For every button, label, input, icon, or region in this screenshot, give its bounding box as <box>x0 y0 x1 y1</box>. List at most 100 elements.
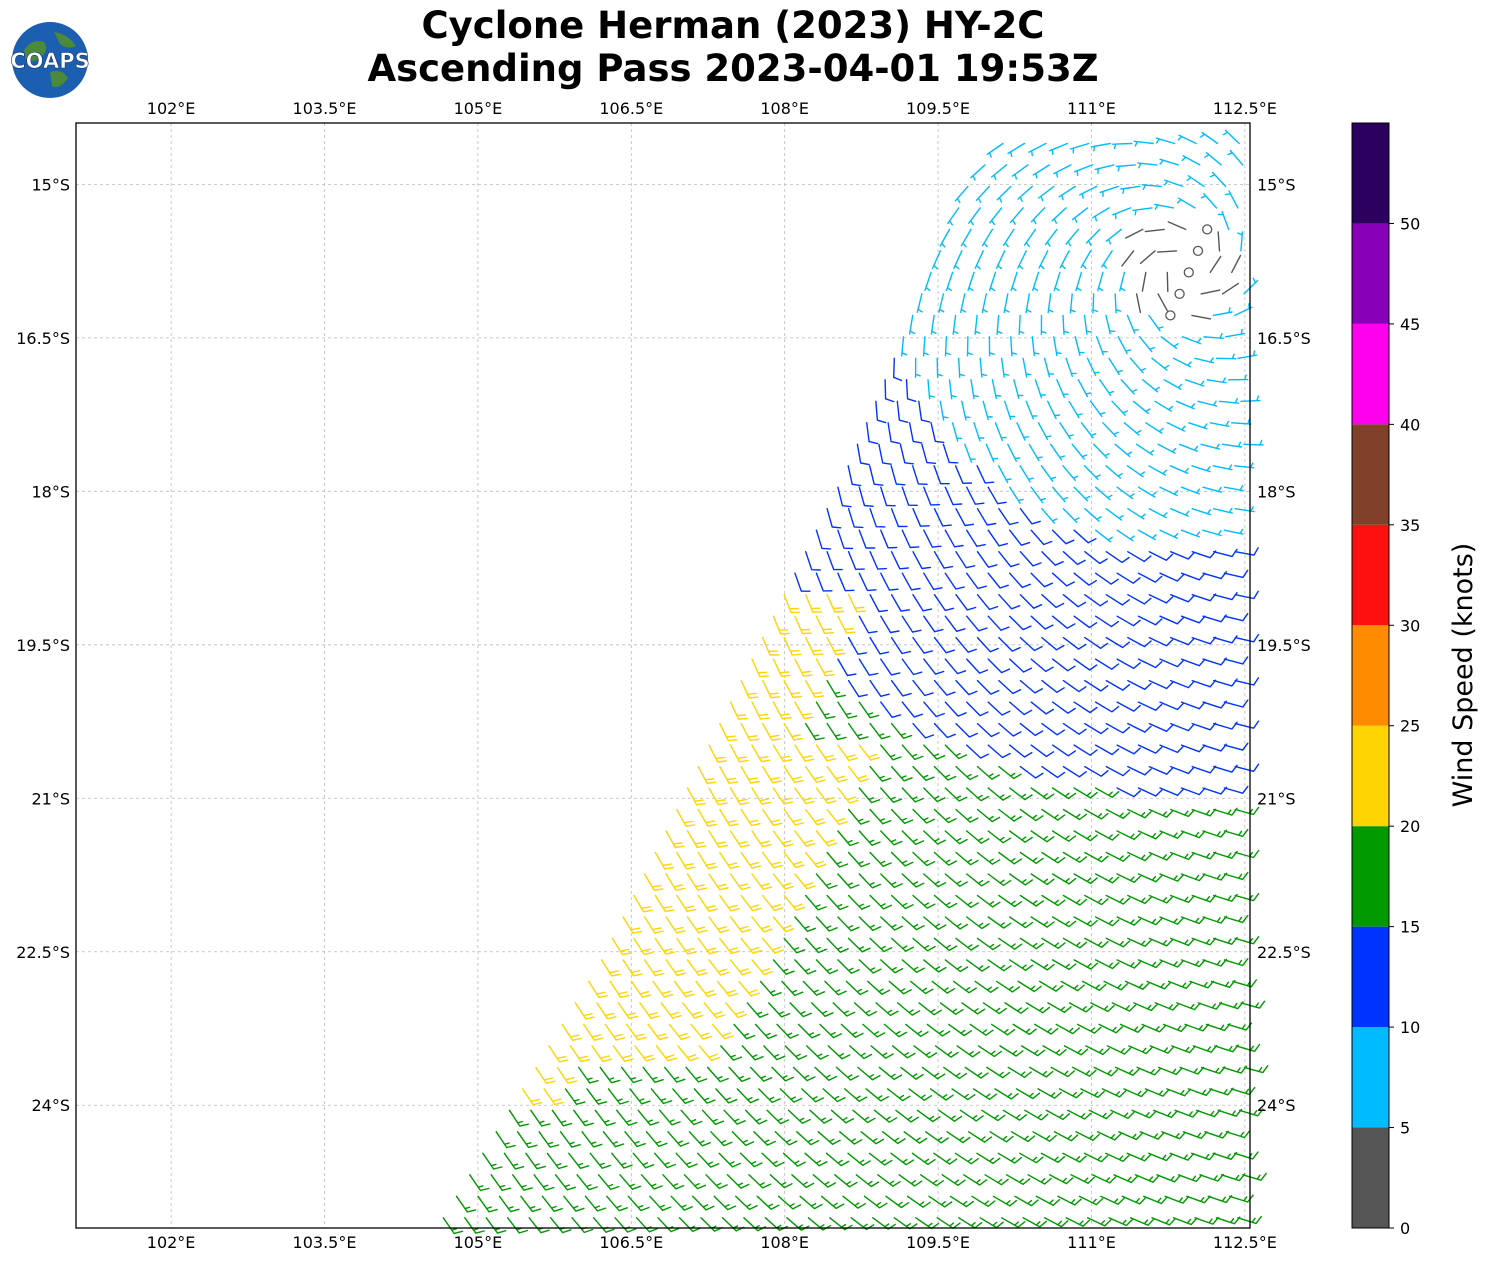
wind-barb <box>596 1002 617 1020</box>
wind-barb <box>1127 851 1152 862</box>
wind-barb <box>1121 250 1135 267</box>
y-tick-label-right: 16.5°S <box>1257 329 1311 348</box>
wind-barb <box>922 336 929 357</box>
wind-barb <box>624 1131 646 1148</box>
wind-barb <box>997 465 1012 484</box>
wind-barb <box>1215 353 1237 360</box>
wind-barb <box>982 400 993 421</box>
wind-barb <box>939 400 949 421</box>
wind-barb <box>1128 1045 1153 1055</box>
wind-barb <box>1137 830 1163 840</box>
wind-barb <box>1073 615 1098 629</box>
wind-barb <box>1105 1152 1130 1162</box>
colorbar-tick-label: 0 <box>1400 1219 1410 1238</box>
wind-barb <box>987 744 1011 759</box>
wind-barb <box>1031 336 1040 357</box>
wind-barb <box>1019 679 1044 694</box>
wind-barb <box>1040 1152 1066 1163</box>
wind-barb <box>729 873 751 891</box>
wind-barb <box>933 808 957 824</box>
wind-barb <box>976 894 1001 908</box>
wind-barb <box>805 808 826 826</box>
wind-barb <box>647 1023 669 1041</box>
wind-barb <box>1022 357 1032 378</box>
wind-barb <box>1030 658 1054 673</box>
wind-barb <box>1063 1045 1089 1056</box>
wind-barb <box>690 1023 712 1040</box>
wind-barb <box>1181 155 1201 166</box>
wind-barb <box>708 830 729 848</box>
wind-barb <box>686 873 707 891</box>
wind-barb <box>847 851 870 868</box>
wind-barb <box>1013 379 1024 399</box>
wind-barb <box>1127 894 1152 905</box>
wind-barb <box>1004 400 1016 420</box>
wind-barb <box>794 744 815 762</box>
wind-barb <box>1007 142 1025 158</box>
wind-barb <box>1115 164 1136 172</box>
wind-barb <box>1159 830 1185 839</box>
wind-barb <box>1092 293 1099 314</box>
wind-barb <box>1209 255 1222 274</box>
wind-barb <box>1048 1174 1074 1185</box>
wind-barb <box>665 830 685 849</box>
wind-barb <box>588 980 608 999</box>
wind-barb <box>516 1131 538 1149</box>
wind-barb <box>1071 443 1088 460</box>
wind-barb <box>578 1066 599 1084</box>
colorbar-swatch <box>1352 223 1389 324</box>
wind-barb <box>1043 1217 1069 1228</box>
wind-barb <box>1017 185 1033 203</box>
wind-barb <box>1204 152 1222 166</box>
wind-barb <box>1030 529 1053 546</box>
wind-barb <box>1243 439 1264 446</box>
wind-barb <box>869 894 892 910</box>
wind-barb <box>740 851 762 869</box>
wind-barb <box>847 594 867 613</box>
wind-barb <box>839 1131 863 1145</box>
wind-barb <box>1072 1066 1097 1077</box>
wind-barb <box>1116 701 1141 712</box>
wind-barb <box>1180 873 1206 882</box>
wind-barb <box>1012 1023 1037 1036</box>
wind-barb <box>880 787 903 803</box>
wind-barb <box>865 1088 889 1102</box>
wind-barb <box>930 422 945 444</box>
wind-barb <box>1074 336 1085 356</box>
y-tick-label-left: 24°S <box>31 1096 70 1115</box>
y-tick-label-left: 16.5°S <box>16 329 70 348</box>
wind-barb <box>1028 142 1047 157</box>
wind-barb <box>617 1002 639 1020</box>
wind-barb <box>933 937 958 952</box>
wind-barb <box>1242 1172 1267 1181</box>
wind-barb <box>1105 765 1131 777</box>
wind-barb <box>1065 228 1079 247</box>
wind-barb <box>1038 980 1064 992</box>
wind-barb <box>835 1066 859 1081</box>
wind-barb <box>1097 271 1104 292</box>
wind-barb <box>991 164 1008 181</box>
wind-barb <box>887 1088 911 1102</box>
wind-barb <box>1041 937 1066 949</box>
wind-barb <box>801 1088 824 1103</box>
y-tick-label-right: 19.5°S <box>1257 636 1311 655</box>
wind-barb <box>1123 422 1142 436</box>
wind-barb <box>923 572 943 591</box>
wind-barb <box>1029 1066 1054 1078</box>
wind-barb <box>939 228 951 248</box>
wind-barb <box>1167 221 1187 231</box>
wind-barb <box>1018 314 1025 335</box>
wind-barb <box>1218 397 1240 404</box>
wind-barb <box>708 916 730 934</box>
wind-barb <box>959 1109 984 1122</box>
wind-barb <box>998 765 1022 780</box>
wind-barb <box>1148 594 1174 604</box>
wind-barb <box>1200 131 1219 145</box>
wind-barb <box>1024 1109 1049 1121</box>
wind-barb <box>986 142 1004 158</box>
wind-barb <box>660 1002 682 1019</box>
wind-barb <box>847 722 869 740</box>
wind-barb <box>981 228 994 248</box>
wind-barb <box>1084 636 1109 649</box>
wind-barb <box>706 1066 729 1083</box>
